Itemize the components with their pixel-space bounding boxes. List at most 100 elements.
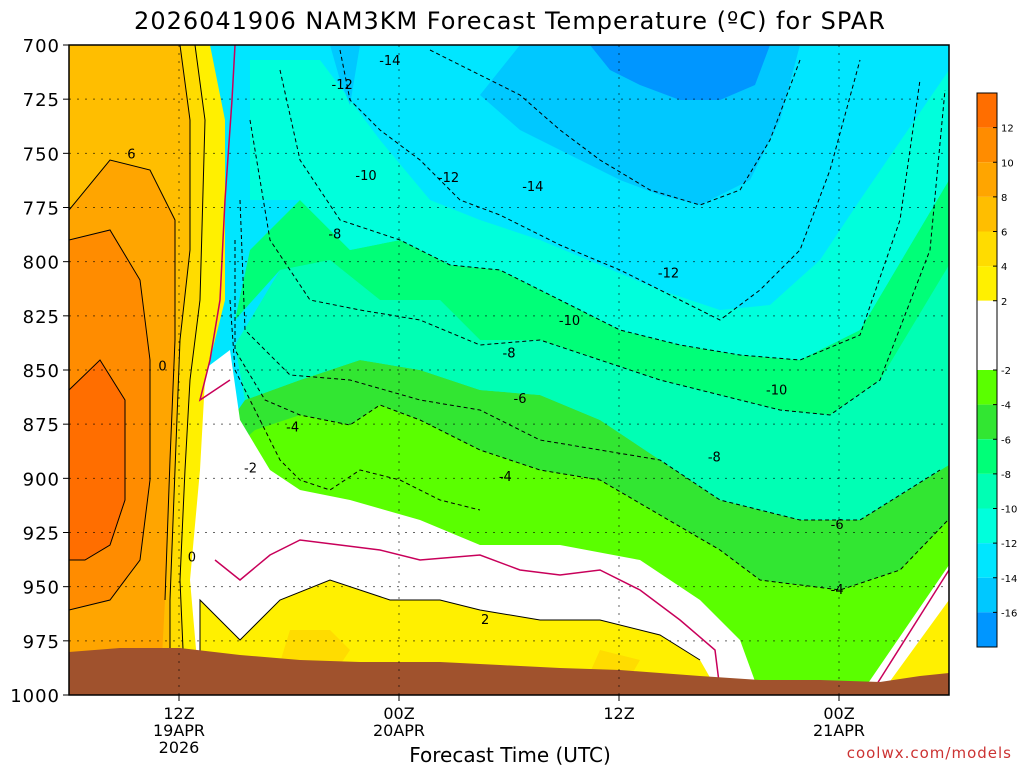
contour-minus-2: [229, 299, 481, 511]
gridlines: [69, 45, 949, 695]
x-tick-label-0-1: 19APR: [153, 721, 205, 740]
contour-minus-8: [249, 89, 946, 416]
zero-contour-east: [869, 569, 949, 695]
colorbar-band-8: [977, 404, 997, 440]
colorbar-label-9: -8: [1001, 470, 1011, 481]
colorbar-label-0: 12: [1001, 124, 1014, 135]
contour-label-17: 0: [188, 550, 196, 565]
y-tick-label-7: 875: [23, 415, 60, 436]
contour-plus-6: [169, 45, 191, 695]
contour-plus-2: [199, 579, 701, 695]
contour-label-7: -10: [559, 314, 580, 329]
colorbar-label-4: 4: [1001, 262, 1007, 273]
colorbar-band-12: [977, 543, 997, 578]
contour-label-12: -8: [708, 451, 721, 466]
band-mint: [235, 180, 949, 415]
contour-label-20: 2: [481, 613, 489, 628]
band-aqua: [250, 60, 949, 360]
contour-label-8: -8: [503, 347, 516, 362]
contour-plus-8: [69, 159, 176, 601]
y-tick-label-0: 700: [23, 36, 60, 57]
y-tick-label-6: 850: [23, 361, 60, 382]
y-tick-label-2: 750: [23, 144, 60, 165]
contour-label-0: -14: [379, 54, 400, 69]
contour-minus-12: [339, 49, 861, 321]
y-tick-label-11: 975: [23, 632, 60, 653]
contour-plus-12: [69, 359, 126, 561]
contour-label-10: -6: [514, 392, 527, 407]
plot-area: -14 -12 -10 -12 -14 -8 -12 -10 -8 -10 -6 -4 -8 -2 -4 6 0…: [69, 45, 949, 695]
contour-label-15: 6: [127, 147, 135, 162]
colorbar-band-1: [977, 127, 997, 163]
contour-labels: -14 -12 -10 -12 -14 -8 -12 -10 -8 -10 -6 -4 -8 -2 -4 6 0…: [127, 54, 843, 628]
contour-label-5: -8: [328, 228, 341, 243]
x-tick-label-1-0: 00Z: [383, 704, 414, 723]
colorbar-band-3: [977, 196, 997, 232]
colorbar-band-0: [977, 93, 997, 128]
colorbar-label-13: -16: [1001, 608, 1017, 619]
contour-label-3: -12: [438, 171, 459, 186]
colorbar-label-5: 2: [1001, 297, 1007, 308]
colorbar-label-11: -12: [1001, 539, 1017, 550]
x-tick-label-0-0: 12Z: [163, 704, 194, 723]
contour-label-9: -10: [766, 384, 787, 399]
contour-plus-4: [179, 45, 206, 695]
chart-title: 2026041906 NAM3KM Forecast Temperature (…: [134, 7, 886, 35]
band-blue-coldest: [590, 45, 770, 100]
y-axis: 700 725 750 775 800 825 850 875 900 925 950 975 1000: [10, 36, 69, 707]
y-tick-label-9: 925: [23, 524, 60, 545]
contour-minus-6: [239, 199, 941, 521]
contour-label-2: -10: [355, 169, 376, 184]
contour-label-1: -12: [332, 78, 353, 93]
x-tick-label-3-1: 21APR: [813, 721, 865, 740]
colorbar-band-9: [977, 439, 997, 474]
colorbar-band-2: [977, 162, 997, 197]
contour-label-13: -2: [244, 462, 257, 477]
y-tick-label-8: 900: [23, 469, 60, 490]
contour-label-11: -4: [286, 420, 299, 435]
contour-label-14: -4: [499, 470, 512, 485]
colorbar-label-7: -4: [1001, 401, 1011, 412]
x-tick-label-0-2: 2026: [159, 738, 200, 757]
colorbar-label-6: -2: [1001, 366, 1011, 377]
colorbar-band-14: [977, 612, 997, 647]
freezing-line: [198, 45, 949, 695]
contour-minus-10: [279, 69, 921, 361]
terrain: [69, 648, 949, 695]
zero-contour-lower: [214, 539, 721, 691]
colorbar-label-3: 6: [1001, 228, 1007, 239]
x-tick-label-3-0: 00Z: [823, 704, 854, 723]
y-tick-label-10: 950: [23, 578, 60, 599]
colorbar-label-2: 8: [1001, 193, 1007, 204]
credit-text: coolwx.com/models: [847, 744, 1012, 762]
colorbar-label-10: -10: [1001, 505, 1017, 516]
colorbar-label-1: 10: [1001, 158, 1014, 169]
y-tick-label-12: 1000: [10, 686, 60, 707]
colorbar-label-8: -6: [1001, 435, 1011, 446]
contour-label-19: -4: [831, 583, 844, 598]
y-tick-label-1: 725: [23, 90, 60, 111]
band-deep-orange-west: [69, 360, 125, 560]
temperature-fill: [69, 45, 949, 695]
x-axis-label: Forecast Time (UTC): [409, 743, 611, 767]
x-tick-label-2-0: 12Z: [603, 704, 634, 723]
y-tick-label-3: 775: [23, 199, 60, 220]
contour-minus-4: [234, 240, 949, 591]
colorbar-band-4: [977, 231, 997, 267]
contour-minus-14: [429, 49, 801, 206]
x-tick-label-1-1: 20APR: [373, 721, 425, 740]
contour-label-4: -14: [522, 180, 543, 195]
colorbar-band-13: [977, 577, 997, 613]
colorbar-band-10: [977, 473, 997, 509]
contour-label-16: 0: [158, 360, 166, 375]
contour-label-6: -12: [658, 267, 679, 282]
colorbar: 12 10 8 6 4 2 -2 -4 -6 -8 -10 -12 -14 -16: [976, 92, 1017, 648]
warm-contours: [69, 45, 701, 695]
band-blue-high: [330, 45, 360, 105]
contour-plus-10: [69, 229, 151, 611]
colorbar-band-5: [977, 266, 997, 301]
colorbar-band-6: [977, 300, 997, 370]
colorbar-band-11: [977, 508, 997, 544]
